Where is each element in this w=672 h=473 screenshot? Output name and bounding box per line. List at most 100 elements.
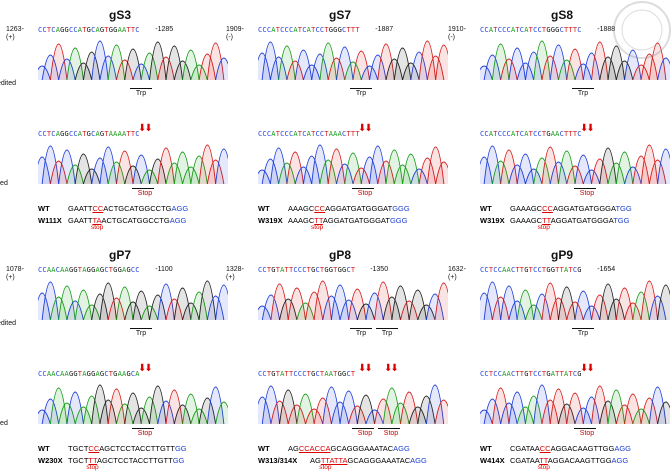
trace-peak <box>165 389 184 424</box>
sequence-label: W414X <box>480 456 505 465</box>
sequence-middle: GCAGGGAAATAC <box>347 456 411 465</box>
trace-peak <box>344 152 362 184</box>
trace-peak <box>408 289 427 320</box>
trace-peak <box>393 47 412 80</box>
sequence-edited: CCCATCCCATCATCCTAAACTTT <box>258 130 360 138</box>
trace-peak <box>624 393 642 424</box>
stop-label: Stop <box>137 430 153 437</box>
trace-peak <box>74 153 93 184</box>
stop-underline <box>132 188 154 189</box>
trace-peak <box>198 397 217 424</box>
trace-peak <box>305 408 324 424</box>
trace-peak <box>624 49 642 80</box>
trace-peak <box>352 167 370 184</box>
trace-peak <box>480 292 493 320</box>
sequence-middle: ACTGCATGGCCTG <box>101 216 170 225</box>
trace-peak <box>480 65 493 80</box>
trace-peak <box>640 144 659 184</box>
trace-peak <box>374 398 393 424</box>
trace-peak <box>132 290 150 320</box>
trace-peak <box>107 44 126 80</box>
mutant-sequence-row: W111X GAATTTAACTGCATGGCCTGAGG <box>38 216 186 225</box>
trace-peak <box>74 289 93 320</box>
trace-peak <box>508 300 526 320</box>
sequence-middle: AGGATGATGGGA <box>550 216 614 225</box>
trace-peak <box>116 150 134 184</box>
trace-peak <box>533 384 551 424</box>
stop-underline <box>352 428 374 429</box>
trace-peak <box>140 169 159 184</box>
trp-underline <box>376 328 398 329</box>
sequence-label: WT <box>38 444 50 453</box>
trp-label: Trp <box>577 330 589 337</box>
red-arrow-icon: ⬇⬇ <box>138 363 153 374</box>
trace-peak <box>49 387 68 424</box>
sequence-prefix: GAATT <box>68 216 93 225</box>
panel-title: gP7 <box>108 248 131 262</box>
trace-peak <box>173 151 192 184</box>
trace-peak <box>640 280 659 320</box>
trace-peak <box>624 166 642 184</box>
panel-title: gS3 <box>108 8 131 22</box>
sequence-middle: AGCTCCTACCTTGTT <box>99 444 175 453</box>
sequence-middle: AGCTCCTACCTTGTT <box>97 456 173 465</box>
trace-peak <box>182 49 200 80</box>
trace-peak <box>615 60 634 80</box>
trace-peak <box>425 293 445 320</box>
trace-peak <box>582 169 601 184</box>
trace-peak <box>356 303 376 320</box>
trace-peak <box>632 64 650 80</box>
strand-value: (+) <box>6 34 15 41</box>
panel-gS7: gS7 1909- (-) -1887 CCCATCCCATCATCCTGGGCTTT T… <box>226 8 450 233</box>
trace-peak <box>124 301 142 320</box>
sequence-prefix: AG <box>288 444 299 453</box>
target-codon: CC <box>542 204 553 213</box>
trace-peak <box>541 399 559 424</box>
trace-peak <box>149 294 167 320</box>
trace-peak <box>582 52 601 80</box>
trace-peak <box>491 387 510 424</box>
trace-peak <box>330 284 350 320</box>
coord-start-value: 1078- <box>6 266 24 273</box>
trace-peak <box>426 55 445 80</box>
trace-peak <box>49 296 68 320</box>
trace-peak <box>533 157 551 184</box>
stop-label: Stop <box>357 190 373 197</box>
trace-peak <box>369 145 387 184</box>
trp-label: Trp <box>577 90 589 97</box>
chromatogram-edited <box>480 384 670 424</box>
coord-end-value: -1888 <box>597 26 616 33</box>
chromatogram-edited <box>38 384 228 424</box>
panel-gS8: gS8 1910- (-) -1888 CCATCCCATCATCCTGGGCTTTC T… <box>448 8 672 233</box>
trace-peak <box>319 159 337 184</box>
sequence-edited: CCTCCAACTTGTCCTGATTATCG <box>480 370 582 378</box>
university-seal-watermark <box>613 1 671 59</box>
trace-peak <box>313 397 332 424</box>
trace-peak <box>258 169 271 184</box>
trace-peak <box>182 393 200 424</box>
trace-peak <box>82 51 101 80</box>
wildtype-sequence-row: WT CGATAACCAGGACAAGTTGGAGG <box>480 444 631 453</box>
chromatogram-unedited <box>258 280 448 320</box>
trace-peak <box>607 389 626 424</box>
stop-small-label: stop <box>537 464 550 471</box>
trace-peak <box>336 163 354 184</box>
trace-peak <box>348 405 367 424</box>
trace-peak <box>165 298 184 320</box>
trace-peak <box>190 408 208 424</box>
trace-peak <box>410 168 428 184</box>
trace-peak <box>322 386 341 424</box>
trace-peak <box>599 56 617 80</box>
panel-gP7: gP7 1078-(+) -1100 CCAACAAGGTAGGAGCTGGAGCC U… <box>0 248 230 473</box>
trace-peak <box>182 302 200 320</box>
trace-peak <box>206 42 225 80</box>
trace-peak <box>327 148 346 184</box>
chromatogram-edited <box>38 144 228 184</box>
trace-peak <box>549 388 568 424</box>
coord-start: 1632- (+) <box>448 266 466 282</box>
sequence-prefix: TGCT <box>68 456 89 465</box>
trace-peak <box>417 304 436 320</box>
trp-underline <box>350 328 372 329</box>
trace-peak <box>525 304 543 320</box>
pam-sequence: AGG <box>614 444 632 453</box>
